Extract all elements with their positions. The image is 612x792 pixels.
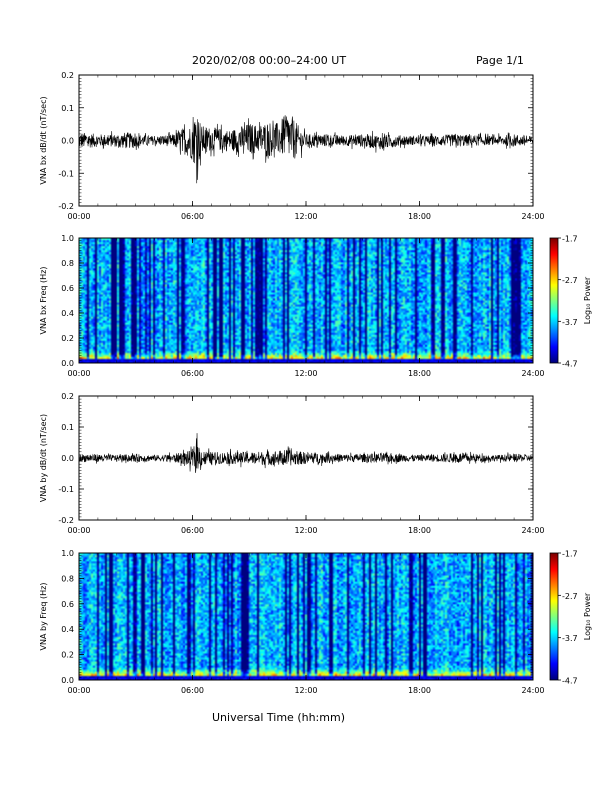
y-tick-label: 0.8: [61, 574, 74, 583]
x-tick-label: 18:00: [408, 526, 431, 535]
y-tick-label: 0.6: [61, 600, 74, 609]
colorbar-tick-label: -1.7: [562, 235, 578, 244]
x-tick-label: 00:00: [67, 212, 90, 221]
x-tick-label: 24:00: [521, 526, 544, 535]
y-axis-label: VNA bx Freq (Hz): [39, 267, 48, 335]
y-tick-label: 1.0: [61, 234, 74, 243]
x-tick-label: 18:00: [408, 212, 431, 221]
x-tick-label: 24:00: [521, 212, 544, 221]
y-tick-label: 0.0: [61, 454, 74, 463]
x-tick-label: 06:00: [181, 686, 204, 695]
spectrogram-image: [79, 238, 533, 363]
y-tick-label: -0.1: [58, 169, 74, 178]
y-tick-label: 0.1: [61, 104, 74, 113]
colorbar-tick-label: -4.7: [562, 677, 578, 686]
chart-panel-0: -0.2 -0.1 0.0 0.1 0.2 00:00 06:00 12:00 18:00 24:…: [39, 71, 545, 221]
x-tick-label: 24:00: [521, 686, 544, 695]
y-tick-label: 1.0: [61, 549, 74, 558]
colorbar: [550, 238, 558, 363]
colorbar-tick-label: -3.7: [562, 318, 578, 327]
y-tick-label: 0.2: [61, 651, 74, 660]
x-tick-label: 00:00: [67, 369, 90, 378]
x-tick-label: 12:00: [294, 526, 317, 535]
page-number: Page 1/1: [476, 54, 524, 67]
colorbar-tick-label: -3.7: [562, 634, 578, 643]
x-tick-label: 24:00: [521, 369, 544, 378]
plot-title: 2020/02/08 00:00–24:00 UT: [192, 54, 347, 67]
colorbar-tick-label: -2.7: [562, 592, 578, 601]
signal-trace: [78, 433, 534, 473]
y-tick-label: -0.2: [58, 202, 74, 211]
y-tick-label: -0.2: [58, 516, 74, 525]
x-tick-label: 06:00: [181, 369, 204, 378]
y-tick-label: 0.2: [61, 334, 74, 343]
y-tick-label: 0.8: [61, 259, 74, 268]
x-tick-label: 00:00: [67, 526, 90, 535]
chart-panel-1: -1.7 -2.7 -3.7 -4.7 Log₁₀ Power 0.0 0.2 0.4 0.6 0…: [39, 234, 592, 378]
colorbar-tick-label: -4.7: [562, 360, 578, 369]
chart-panel-3: -1.7 -2.7 -3.7 -4.7 Log₁₀ Power 0.0 0.2 0.4 0.6 0…: [39, 549, 592, 695]
colorbar: [550, 553, 558, 680]
x-tick-label: 18:00: [408, 686, 431, 695]
colorbar-frame: [549, 552, 559, 681]
x-axis-label: Universal Time (hh:mm): [212, 711, 345, 724]
y-tick-label: 0.2: [61, 71, 74, 80]
x-tick-label: 12:00: [294, 212, 317, 221]
colorbar-frame: [549, 237, 559, 364]
y-tick-label: -0.1: [58, 485, 74, 494]
colorbar-label: Log₁₀ Power: [583, 276, 592, 324]
y-tick-label: 0.6: [61, 284, 74, 293]
x-tick-label: 12:00: [294, 686, 317, 695]
y-axis-label: VNA by dB/dt (nT/sec): [39, 414, 48, 502]
chart-panel-2: -0.2 -0.1 0.0 0.1 0.2 00:00 06:00 12:00 18:00 24:…: [39, 392, 545, 535]
signal-trace: [78, 115, 534, 184]
y-axis-label: VNA by Freq (Hz): [39, 583, 48, 651]
y-tick-label: 0.0: [61, 359, 74, 368]
x-tick-label: 18:00: [408, 369, 431, 378]
spectrogram-image: [79, 553, 533, 680]
y-tick-label: 0.2: [61, 392, 74, 401]
colorbar-tick-label: -2.7: [562, 276, 578, 285]
y-axis-label: VNA bx dB/dt (nT/sec): [39, 96, 48, 184]
y-tick-label: 0.4: [61, 625, 74, 634]
x-tick-label: 06:00: [181, 212, 204, 221]
y-tick-label: 0.0: [61, 676, 74, 685]
y-tick-label: 0.0: [61, 137, 74, 146]
x-tick-label: 06:00: [181, 526, 204, 535]
x-tick-label: 12:00: [294, 369, 317, 378]
x-tick-label: 00:00: [67, 686, 90, 695]
colorbar-tick-label: -1.7: [562, 550, 578, 559]
y-tick-label: 0.4: [61, 309, 74, 318]
colorbar-label: Log₁₀ Power: [583, 592, 592, 640]
y-tick-label: 0.1: [61, 423, 74, 432]
